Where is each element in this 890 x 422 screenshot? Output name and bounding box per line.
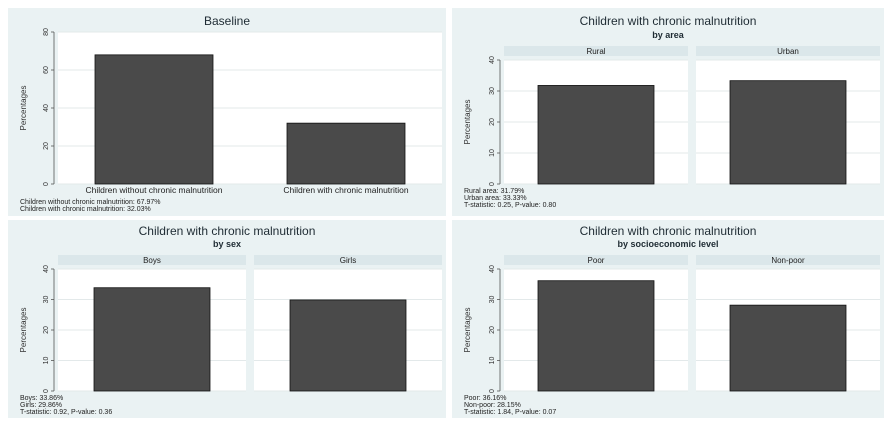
y-tick-label: 30 — [489, 296, 496, 304]
note-line-1: Children with chronic malnutrition: 32.0… — [20, 206, 151, 213]
note-line-0: Rural area: 31.79% — [464, 188, 524, 195]
y-tick-label: 10 — [43, 357, 50, 365]
note-line-0: Poor: 36.16% — [464, 395, 506, 402]
y-tick-label: 40 — [43, 104, 50, 112]
facet-strip — [254, 255, 442, 265]
facet-strip — [696, 255, 880, 265]
facet-label-1: Urban — [777, 47, 799, 56]
chart-panel-by-socioeconomic-level: Children with chronic malnutrition by soc… — [452, 220, 884, 418]
facet-strip — [58, 255, 246, 265]
y-tick-label: 40 — [489, 265, 496, 273]
note-line-2: T-statistic: 0.25, P-value: 0.80 — [464, 202, 556, 209]
bar-0 — [537, 85, 655, 185]
y-axis-label: Percentages — [463, 100, 472, 145]
bar-1 — [729, 304, 847, 392]
bar-1 — [729, 80, 847, 185]
y-tick-label: 0 — [43, 389, 50, 393]
bar-1 — [289, 299, 407, 392]
chart-panel-by-sex: Children with chronic malnutrition by sex… — [8, 220, 446, 418]
chart-by-area: Children with chronic malnutrition by are… — [463, 14, 880, 209]
y-tick-label: 40 — [489, 56, 496, 64]
y-tick-label: 30 — [489, 87, 496, 95]
chart-title: Baseline — [204, 14, 250, 28]
y-tick-label: 0 — [489, 182, 496, 186]
y-axis-label: Percentages — [19, 308, 28, 353]
facet-strip — [504, 46, 688, 56]
chart-subtitle: by area — [652, 30, 685, 40]
note-line-1: Urban area: 33.33% — [464, 195, 527, 202]
y-tick-label: 30 — [43, 296, 50, 304]
note-line-1: Girls: 29.86% — [20, 402, 62, 409]
y-tick-label: 60 — [43, 66, 50, 74]
note-line-2: T-statistic: 0.92, P-value: 0.36 — [20, 409, 112, 416]
chart-panel-baseline: Baseline 0 20 40 60 80 Percentages Children wit… — [8, 8, 446, 216]
bar-1 — [286, 122, 406, 185]
facet-label-1: Girls — [340, 256, 356, 265]
y-tick-label: 40 — [43, 265, 50, 273]
bar-0 — [537, 280, 655, 392]
chart-title: Children with chronic malnutrition — [139, 224, 316, 238]
facet-strip — [696, 46, 880, 56]
chart-subtitle: by socioeconomic level — [617, 239, 718, 249]
chart-title: Children with chronic malnutrition — [580, 14, 757, 28]
chart-subtitle: by sex — [213, 239, 241, 249]
facet-label-0: Boys — [143, 256, 161, 265]
x-category-label-0: Children without chronic malnutrition — [85, 185, 222, 195]
y-axis-label: Percentages — [463, 308, 472, 353]
note-line-2: T-statistic: 1.84, P-value: 0.07 — [464, 409, 556, 416]
y-tick-label: 10 — [489, 357, 496, 365]
chart-title: Children with chronic malnutrition — [580, 224, 757, 238]
facet-strip — [504, 255, 688, 265]
x-category-label-1: Children with chronic malnutrition — [283, 185, 408, 195]
y-axis-label: Percentages — [19, 86, 28, 131]
facet-label-0: Poor — [588, 256, 605, 265]
y-tick-label: 20 — [43, 142, 50, 150]
y-tick-label: 20 — [489, 118, 496, 126]
y-tick-label: 0 — [43, 182, 50, 186]
y-tick-label: 10 — [489, 149, 496, 157]
y-tick-label: 20 — [489, 326, 496, 334]
y-tick-label: 0 — [489, 389, 496, 393]
bar-0 — [93, 287, 211, 392]
chart-panel-by-area: Children with chronic malnutrition by are… — [452, 8, 884, 216]
chart-baseline: Baseline 0 20 40 60 80 Percentages Children wit… — [19, 14, 442, 213]
note-line-0: Children without chronic malnutrition: 6… — [20, 199, 160, 206]
facet-label-0: Rural — [586, 47, 605, 56]
note-line-1: Non-poor: 28.15% — [464, 402, 521, 409]
facet-label-1: Non-poor — [771, 256, 805, 265]
y-tick-label: 20 — [43, 326, 50, 334]
note-line-0: Boys: 33.86% — [20, 395, 63, 402]
bar-0 — [94, 54, 214, 185]
y-tick-label: 80 — [43, 28, 50, 36]
